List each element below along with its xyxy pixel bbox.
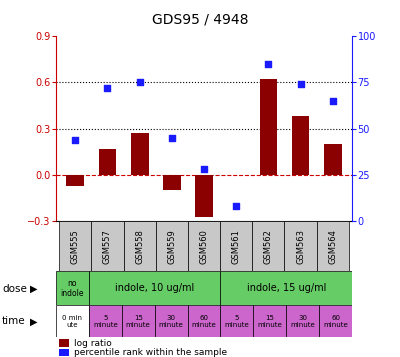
Bar (56, 305, 89, 337)
Point (169, 135, 175, 141)
Bar (317, 221, 349, 271)
Text: 15
minute: 15 minute (126, 315, 150, 328)
Text: log ratio: log ratio (74, 338, 112, 348)
Bar (66, 175, 84, 186)
Bar (195, 175, 213, 217)
Bar (188, 221, 220, 271)
Bar (131, 133, 148, 175)
Bar (284, 221, 317, 271)
Bar (220, 271, 352, 305)
Bar (59, 339, 69, 347)
Text: 15
minute: 15 minute (258, 315, 282, 328)
Point (330, 98, 336, 104)
Bar (89, 305, 122, 337)
Bar (99, 149, 116, 175)
Bar (260, 79, 277, 175)
Text: 30
minute: 30 minute (159, 315, 184, 328)
Point (297, 81, 304, 87)
Bar (220, 221, 252, 271)
Bar (59, 348, 69, 356)
Point (136, 79, 143, 85)
Text: GSM557: GSM557 (103, 229, 112, 264)
Bar (122, 305, 155, 337)
Bar (292, 116, 309, 175)
Text: indole, 10 ug/ml: indole, 10 ug/ml (115, 283, 194, 293)
Text: GSM563: GSM563 (296, 229, 305, 264)
Point (104, 85, 111, 91)
Bar (220, 305, 253, 337)
Text: 30
minute: 30 minute (290, 315, 315, 328)
Bar (56, 271, 89, 305)
Bar (253, 305, 286, 337)
Point (201, 166, 207, 172)
Text: no
indole: no indole (61, 278, 84, 298)
Text: GSM559: GSM559 (167, 229, 176, 264)
Bar (286, 305, 319, 337)
Point (72, 137, 78, 142)
Bar (188, 305, 220, 337)
Text: GSM562: GSM562 (264, 229, 273, 264)
Point (233, 203, 239, 209)
Text: time: time (2, 316, 26, 326)
Bar (59, 221, 91, 271)
Text: GSM555: GSM555 (71, 229, 80, 264)
Bar (156, 221, 188, 271)
Text: dose: dose (2, 284, 27, 294)
Bar (124, 221, 156, 271)
Text: 5
minute: 5 minute (93, 315, 118, 328)
Point (265, 61, 272, 66)
Text: ▶: ▶ (30, 284, 38, 294)
Text: GSM564: GSM564 (328, 229, 337, 264)
Text: 5
minute: 5 minute (224, 315, 249, 328)
Text: GDS95 / 4948: GDS95 / 4948 (152, 12, 248, 26)
Text: percentile rank within the sample: percentile rank within the sample (74, 348, 227, 357)
Bar (91, 221, 124, 271)
Bar (155, 305, 188, 337)
Bar (319, 305, 352, 337)
Text: ▶: ▶ (30, 316, 38, 326)
Text: indole, 15 ug/ml: indole, 15 ug/ml (246, 283, 326, 293)
Text: 0 min
ute: 0 min ute (62, 315, 82, 328)
Bar (324, 144, 342, 175)
Text: GSM558: GSM558 (135, 229, 144, 264)
Text: 60
minute: 60 minute (323, 315, 348, 328)
Bar (89, 271, 220, 305)
Bar (252, 221, 284, 271)
Bar (163, 175, 181, 190)
Text: 60
minute: 60 minute (192, 315, 216, 328)
Text: GSM561: GSM561 (232, 229, 241, 264)
Text: GSM560: GSM560 (200, 229, 208, 264)
